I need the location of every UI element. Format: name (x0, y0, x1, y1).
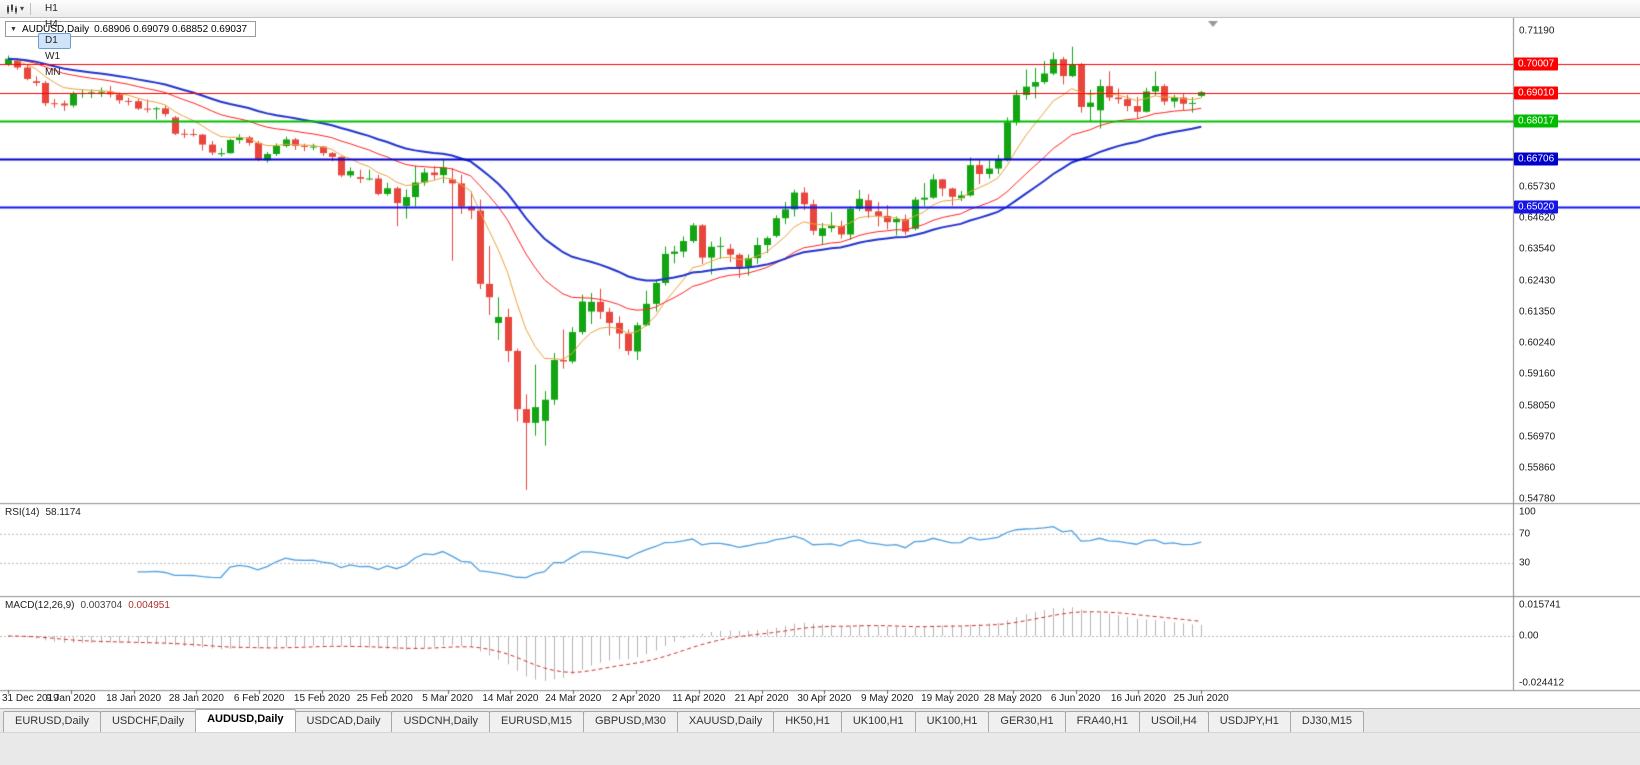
date-axis-label: 30 Apr 2020 (797, 693, 852, 704)
chart-tab-usdchf-daily[interactable]: USDCHF,Daily (99, 711, 197, 732)
chart-tab-eurusd-daily[interactable]: EURUSD,Daily (3, 711, 101, 732)
rsi-axis-label: 30 (1519, 557, 1531, 569)
macd-name: MACD(12,26,9) (5, 600, 75, 611)
date-axis-label: 24 Mar 2020 (545, 693, 602, 704)
date-axis-label: 9 May 2020 (861, 693, 914, 704)
timeframe-buttons: M1M5M15M30H1H4D1W1MN (37, 0, 72, 81)
rsi-value: 58.1174 (45, 507, 81, 518)
price-axis-label: 0.55860 (1519, 462, 1556, 474)
date-axis-label: 21 Apr 2020 (734, 693, 789, 704)
price-axis-label: 0.62430 (1519, 275, 1556, 287)
date-axis-label: 31 Dec 2019 (2, 693, 59, 704)
chart-type-dropdown-icon[interactable]: ▾ (20, 4, 25, 13)
price-axis-label: 0.58050 (1519, 400, 1556, 412)
price-level-badge: 0.70007 (1514, 57, 1559, 71)
price-chart-canvas[interactable] (0, 18, 1640, 708)
chart-symbol-label: AUDUSD,Daily (21, 23, 90, 35)
chart-tab-eurusd-m15[interactable]: EURUSD,M15 (489, 711, 584, 732)
date-axis-label: 28 May 2020 (983, 693, 1042, 704)
chart-type-icon[interactable] (4, 2, 20, 16)
chart-tab-gbpusd-m30[interactable]: GBPUSD,M30 (582, 711, 678, 732)
date-axis-label: 2 Apr 2020 (611, 693, 661, 704)
date-axis-label: 19 May 2020 (921, 693, 979, 704)
timeframe-d1[interactable]: D1 (38, 32, 72, 49)
rsi-axis-label: 70 (1519, 528, 1531, 540)
date-axis-label: 14 Mar 2020 (482, 693, 539, 704)
date-axis-label: 9 Jan 2020 (46, 693, 96, 704)
timeframe-h1[interactable]: H1 (45, 2, 58, 14)
price-level-badge: 0.66706 (1514, 152, 1559, 166)
chart-ohlc-values: 0.68906 0.69079 0.68852 0.69037 (94, 23, 248, 35)
macd-signal-value: 0.004951 (128, 600, 170, 611)
rsi-axis-label: 100 (1519, 506, 1536, 518)
price-axis-label: 0.63540 (1519, 243, 1556, 255)
chart-tab-uk100-h1[interactable]: UK100,H1 (914, 711, 990, 732)
macd-axis-label: -0.024412 (1519, 677, 1565, 689)
date-axis-label: 25 Jun 2020 (1173, 693, 1229, 704)
price-level-badge: 0.68017 (1514, 114, 1559, 128)
chart-tab-uk100-h1[interactable]: UK100,H1 (840, 711, 916, 732)
date-axis-label: 16 Jun 2020 (1110, 693, 1166, 704)
price-axis-label: 0.64620 (1519, 212, 1556, 224)
rsi-name: RSI(14) (5, 507, 40, 518)
date-axis-label: 15 Feb 2020 (293, 693, 351, 704)
macd-axis-label: 0.015741 (1519, 599, 1561, 611)
chart-tab-usdjpy-h1[interactable]: USDJPY,H1 (1207, 711, 1291, 732)
chart-tab-usdcnh-daily[interactable]: USDCNH,Daily (391, 711, 491, 732)
timeframe-h4[interactable]: H4 (45, 18, 58, 30)
status-area (0, 732, 1640, 765)
chart-tab-usdcad-daily[interactable]: USDCAD,Daily (294, 711, 393, 732)
chart-tab-bar: EURUSD,Daily USDCHF,Daily AUDUSD,Daily USDC… (0, 708, 1640, 732)
chart-tab-audusd-daily[interactable]: AUDUSD,Daily (195, 709, 296, 732)
window-menu-icon[interactable]: ▼ (10, 25, 17, 33)
price-axis-label: 0.65730 (1519, 181, 1556, 193)
price-axis-label: 0.60240 (1519, 337, 1556, 349)
rsi-indicator-label: RSI(14) 58.1174 (5, 507, 81, 518)
date-axis-label: 25 Feb 2020 (356, 693, 413, 704)
price-level-badge: 0.69010 (1514, 86, 1559, 100)
chart-tab-fra40-h1[interactable]: FRA40,H1 (1064, 711, 1140, 732)
date-axis-label: 6 Jun 2020 (1050, 693, 1101, 704)
price-level-badge: 0.65020 (1514, 200, 1559, 214)
toolbar-separator (30, 2, 32, 15)
chart-tab-hk50-h1[interactable]: HK50,H1 (773, 711, 842, 732)
top-toolbar: ▾ M1M5M15M30H1H4D1W1MN (0, 0, 1640, 78)
date-axis-label: 11 Apr 2020 (672, 693, 726, 704)
date-axis-label: 18 Jan 2020 (106, 693, 162, 704)
price-axis-label: 0.61350 (1519, 306, 1556, 318)
price-axis-label: 0.59160 (1519, 368, 1556, 380)
price-axis-label: 0.54780 (1519, 493, 1556, 505)
date-axis-label: 28 Jan 2020 (168, 693, 224, 704)
macd-axis-label: 0.00 (1519, 630, 1539, 642)
date-axis-label: 6 Feb 2020 (233, 693, 285, 704)
timeframe-mn[interactable]: MN (45, 66, 61, 78)
timeframe-w1[interactable]: W1 (45, 50, 61, 62)
price-axis-label: 0.71190 (1519, 25, 1555, 37)
chart-tab-dj30-m15[interactable]: DJ30,M15 (1289, 711, 1365, 732)
price-axis-label: 0.56970 (1519, 431, 1556, 443)
chart-tab-ger30-h1[interactable]: GER30,H1 (988, 711, 1066, 732)
date-axis-label: 5 Mar 2020 (422, 693, 473, 704)
macd-indicator-label: MACD(12,26,9) 0.003704 0.004951 (5, 600, 170, 611)
chart-tab-xauusd-daily[interactable]: XAUUSD,Daily (676, 711, 775, 732)
macd-main-value: 0.003704 (80, 600, 123, 611)
chart-tab-usoil-h4[interactable]: USOil,H4 (1138, 711, 1209, 732)
